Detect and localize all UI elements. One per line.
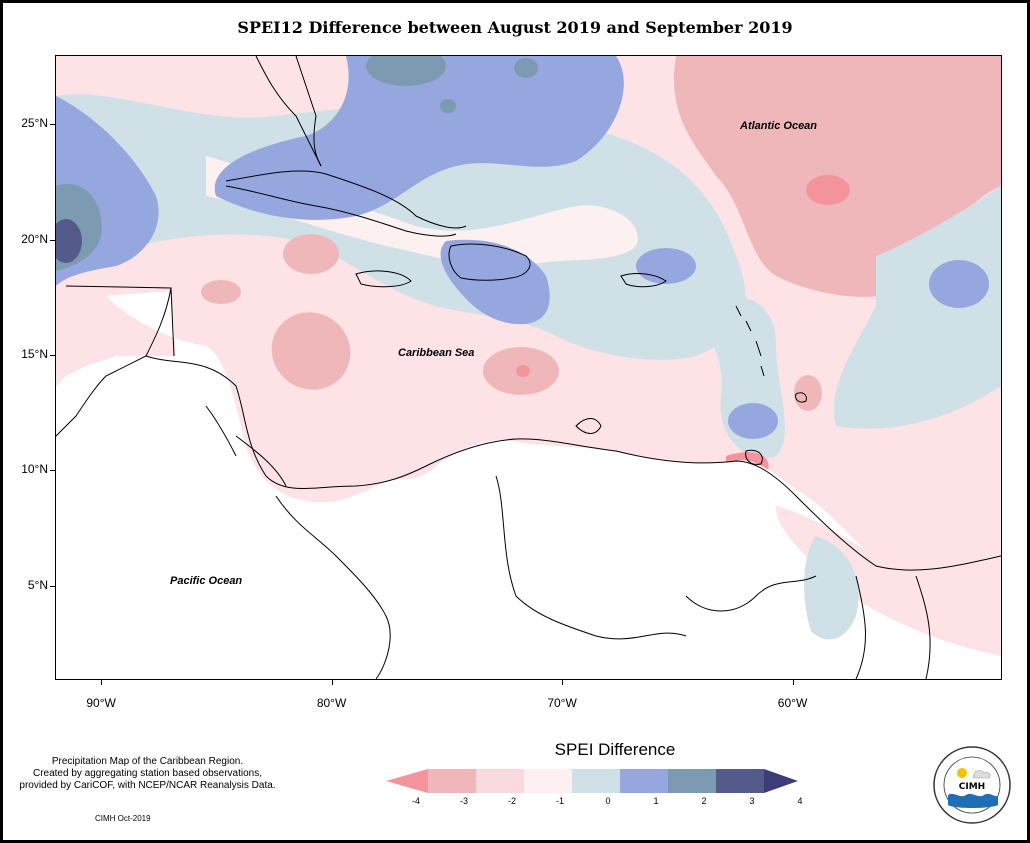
legend-colorbar	[386, 769, 798, 793]
trinidad-coast	[745, 449, 763, 465]
florida-coast	[255, 56, 322, 167]
legend-color-cell	[524, 769, 572, 793]
field-guianas-wet	[804, 536, 859, 640]
field-central-neutral	[206, 156, 638, 267]
land-south	[56, 291, 1001, 679]
label-pacific-ocean: Pacific Ocean	[170, 575, 243, 587]
field-bahamas-wet	[214, 56, 624, 220]
antilles-islands	[735, 305, 765, 377]
field-bahamas-core-2	[514, 58, 538, 78]
yucatan-coast	[56, 285, 175, 437]
lon-tick-label: 80°W	[316, 696, 347, 710]
border-central-america	[205, 405, 287, 487]
map-credit: Precipitation Map of the Caribbean Regio…	[5, 756, 290, 792]
border-suriname-guiana	[915, 575, 931, 679]
barbados-coast	[795, 392, 807, 403]
lat-tick-label: 15°N	[21, 346, 48, 361]
credit-line-2: Created by aggregating station based obs…	[32, 768, 263, 779]
legend-tick-label: 3	[749, 796, 755, 806]
field-bahamas-core	[366, 56, 446, 86]
map-title: SPEI12 Difference between August 2019 an…	[237, 18, 793, 37]
cloud-icon	[972, 770, 991, 779]
legend-color-cell	[572, 769, 620, 793]
field-antilles-core	[728, 403, 778, 439]
legend-color-cell	[386, 769, 428, 793]
field-caribbean-core	[516, 365, 530, 377]
legend-tick-label: 4	[797, 796, 803, 806]
sun-icon	[957, 768, 967, 778]
legend-title: SPEI Difference	[554, 740, 676, 759]
legend-color-cell	[764, 769, 798, 793]
lon-tick-mark	[562, 679, 564, 685]
credit-line-1: Precipitation Map of the Caribbean Regio…	[51, 756, 244, 767]
guianas-coast	[795, 495, 1001, 571]
lat-tick-mark	[50, 585, 55, 587]
legend-tick-label: 1	[653, 796, 659, 806]
lat-tick-label: 20°N	[21, 231, 48, 246]
border-venezuela-guyana	[685, 575, 817, 612]
field-guianas-dry	[776, 506, 1001, 656]
cimh-logo: CIMH	[933, 746, 1011, 824]
puerto-rico-coast	[620, 273, 667, 288]
field-yucatan-dry	[201, 280, 241, 304]
border-guyana-suriname	[855, 575, 866, 679]
lon-tick-label: 70°W	[547, 696, 577, 710]
map-panel	[55, 55, 1002, 680]
lon-tick-label: 90°W	[86, 696, 116, 710]
field-honduras-dry	[271, 312, 351, 390]
lat-tick-mark	[50, 124, 55, 126]
hispaniola-coast	[448, 243, 531, 281]
legend-tick-label: 2	[701, 796, 707, 806]
legend-tick-label: -2	[507, 796, 516, 806]
lon-tick-mark	[331, 679, 333, 685]
legend-color-cell	[716, 769, 764, 793]
label-atlantic-ocean: Atlantic Ocean	[740, 120, 818, 132]
field-hispaniola-wet	[440, 239, 550, 325]
field-cayman-dry	[283, 234, 339, 274]
lat-tick-label: 25°N	[21, 116, 48, 131]
legend-tick-label: -4	[411, 796, 420, 806]
field-atlantic-core	[806, 175, 850, 205]
lon-tick-mark	[101, 679, 103, 685]
lon-tick-label: 60°W	[777, 696, 808, 710]
aruba-coast	[575, 418, 602, 434]
coastlines	[56, 56, 1001, 679]
border-colombia-venezuela	[495, 475, 687, 640]
lat-tick-label: 10°N	[21, 462, 48, 477]
lat-tick-mark	[50, 239, 55, 241]
jamaica-coast	[355, 270, 412, 288]
legend-tick-label: -1	[555, 796, 564, 806]
cuba-coast	[225, 170, 467, 229]
lat-tick-label: 5°N	[27, 577, 48, 592]
field-gulf-deep	[56, 219, 82, 263]
waves-icon	[948, 793, 998, 808]
field-east-core	[929, 260, 989, 308]
spei-map	[56, 56, 1001, 679]
logo-text: CIMH	[959, 782, 985, 792]
lat-tick-mark	[50, 354, 55, 356]
legend-tick-label: -3	[459, 796, 468, 806]
field-prico-wet	[636, 248, 696, 284]
florida-coast-2	[295, 56, 322, 167]
legend-color-cell	[476, 769, 524, 793]
lat-tick-mark	[50, 470, 55, 472]
cuba-south-coast	[225, 185, 457, 237]
label-caribbean-sea: Caribbean Sea	[398, 347, 475, 359]
credit-stamp: CIMH Oct-2019	[95, 814, 151, 823]
credit-line-3: provided by CariCOF, with NCEP/NCAR Rean…	[19, 780, 276, 791]
field-bahamas-core-3	[440, 99, 456, 113]
legend-tick-label: 0	[605, 796, 611, 806]
pacific-coast	[275, 495, 391, 679]
lon-tick-mark	[792, 679, 794, 685]
central-south-coast	[145, 355, 797, 497]
legend-color-cell	[428, 769, 476, 793]
legend-color-cell	[668, 769, 716, 793]
field-east-wet	[834, 186, 1001, 429]
legend-color-cell	[620, 769, 668, 793]
